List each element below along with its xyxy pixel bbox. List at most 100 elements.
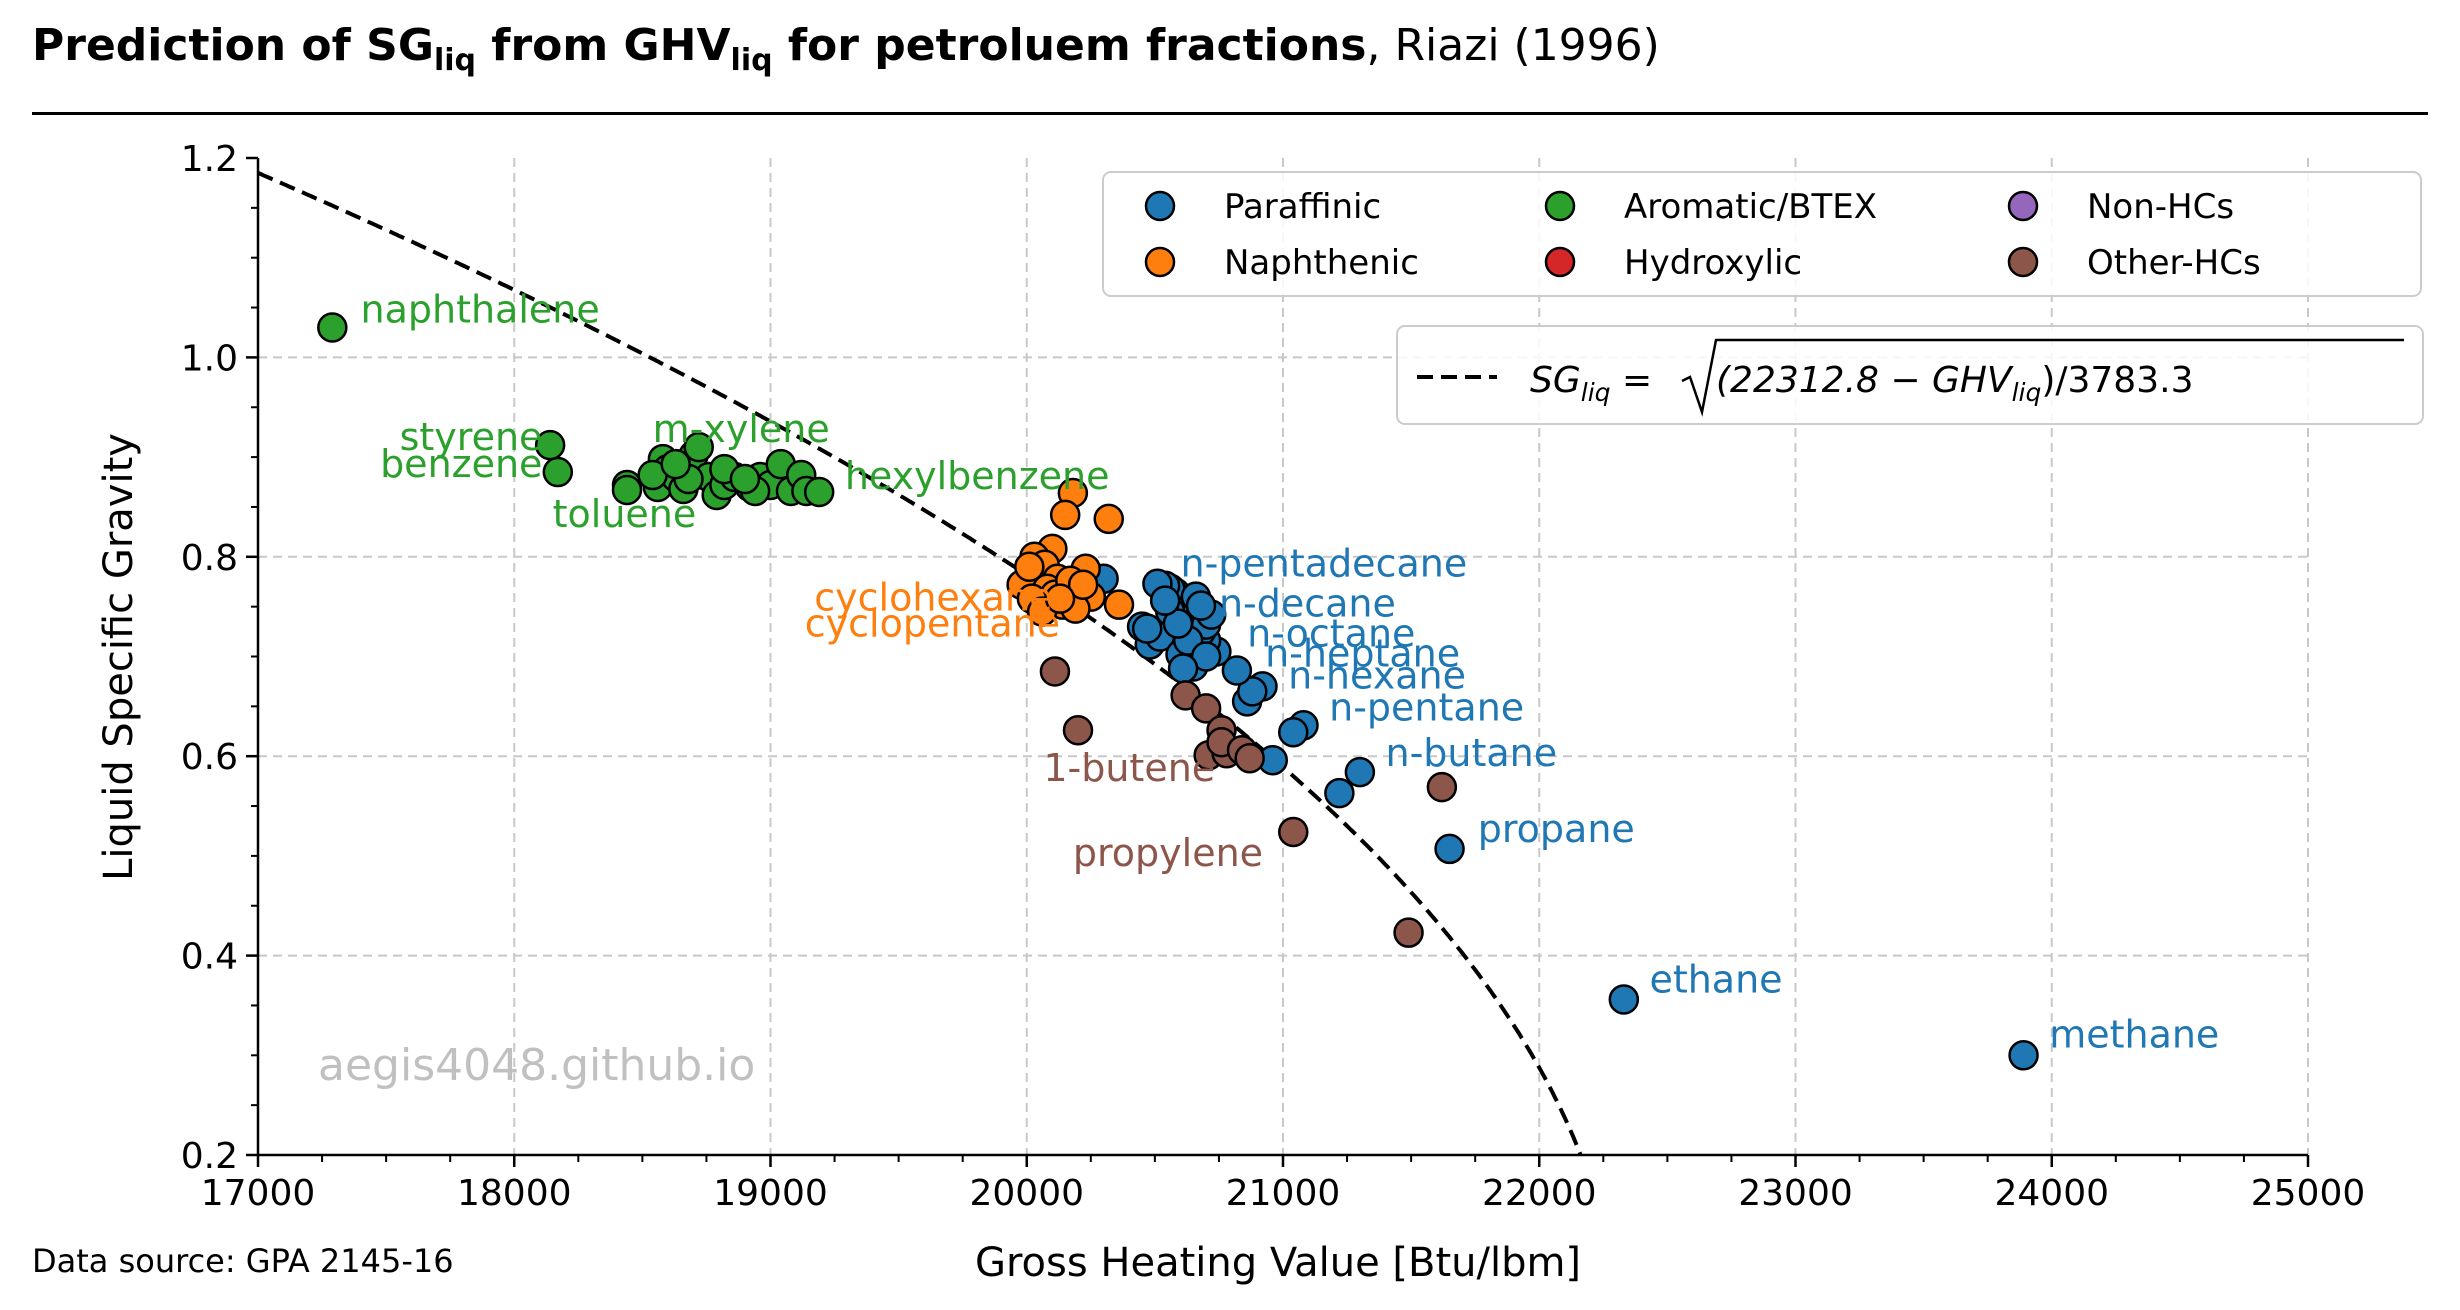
- data-point: [1434, 833, 1465, 865]
- data-point: [660, 448, 691, 480]
- title-part: , Riazi (1996): [1366, 20, 1660, 71]
- x-axis-label: Gross Heating Value [Btu/lbm]: [975, 1240, 1581, 1286]
- x-tick-label: 22000: [1482, 1173, 1597, 1214]
- title-part: for petroluem fractions: [772, 20, 1367, 71]
- data-point: [1067, 569, 1099, 600]
- legend-marker: [1144, 190, 1176, 222]
- data-point: [1039, 656, 1071, 687]
- data-point: [1162, 608, 1194, 639]
- model-curve: [257, 171, 1583, 1156]
- model-curve-line: [257, 171, 1583, 1156]
- point-annotation: n-butane: [1386, 731, 1558, 775]
- point-annotation: n-hexane: [1288, 653, 1466, 697]
- data-point: [1344, 756, 1376, 788]
- title-divider: [32, 112, 2428, 115]
- x-tick-label: 21000: [1226, 1173, 1341, 1214]
- data-point: [1608, 984, 1640, 1015]
- watermark: aegis4048.github.io: [318, 1040, 755, 1091]
- data-point: [1278, 717, 1309, 748]
- data-point: [1221, 655, 1253, 686]
- legend-marker: [1144, 246, 1176, 278]
- x-tick-label: 18000: [457, 1173, 572, 1214]
- equation-lhs: SGliq: [1530, 360, 1611, 407]
- x-tick-label: 19000: [713, 1173, 828, 1214]
- data-point: [1149, 585, 1181, 616]
- point-annotation: propane: [1478, 807, 1635, 851]
- data-point: [1426, 771, 1458, 803]
- data-point: [1167, 653, 1199, 684]
- x-tick-label: 17000: [201, 1173, 316, 1214]
- legend-marker: [1544, 190, 1576, 222]
- data-point: [317, 312, 348, 343]
- point-annotation: 1-butene: [1043, 746, 1215, 790]
- data-point: [1062, 715, 1094, 746]
- point-annotation: toluene: [553, 492, 697, 536]
- data-point: [611, 474, 643, 506]
- point-annotation: methane: [2049, 1012, 2219, 1056]
- data-point: [1234, 742, 1265, 774]
- title-subscript: liq: [730, 43, 773, 78]
- point-annotation: n-pentadecane: [1181, 542, 1468, 586]
- legend-label: Aromatic/BTEX: [1624, 187, 1877, 227]
- point-annotation: propylene: [1073, 831, 1263, 875]
- data-point: [1131, 613, 1163, 644]
- point-annotation: m-xylene: [653, 407, 830, 451]
- data-point: [803, 476, 835, 508]
- data-point: [1044, 583, 1076, 614]
- x-tick-label: 24000: [1994, 1173, 2109, 1214]
- point-annotation: ethane: [1649, 957, 1782, 1001]
- legend-marker: [1544, 246, 1576, 278]
- point-annotation: cyclopentane: [805, 602, 1060, 646]
- data-point: [1393, 917, 1424, 948]
- y-tick-label: 1.0: [181, 338, 238, 379]
- axes: 17000 18000 19000 20000 21000 22000 23000 24000…: [181, 139, 2366, 1214]
- y-tick-label: 0.6: [181, 737, 238, 778]
- point-annotation: hexylbenzene: [845, 454, 1110, 498]
- category-legend: Paraffinic Naphthenic Aromatic/BTEX Hydroxy…: [1102, 171, 2422, 297]
- legend-label: Other-HCs: [2087, 243, 2261, 283]
- title-part: from GHV: [475, 20, 731, 71]
- data-point: [683, 431, 714, 463]
- point-annotation: n-decane: [1219, 582, 1396, 626]
- title-part: Prediction of SG: [32, 20, 434, 71]
- data-point: [1014, 551, 1045, 583]
- point-annotation: benzene: [380, 442, 542, 486]
- legend-label: Non-HCs: [2087, 187, 2234, 227]
- x-tick-label: 20000: [969, 1173, 1084, 1214]
- x-tick-label: 25000: [2251, 1173, 2366, 1214]
- data-point: [1324, 777, 1355, 809]
- equation-eq: =: [1622, 360, 1652, 401]
- data-point: [542, 456, 574, 488]
- y-tick-label: 0.8: [181, 538, 238, 579]
- point-annotation: styrene: [400, 415, 543, 459]
- point-annotation: n-octane: [1247, 612, 1415, 656]
- legend-marker: [2007, 190, 2039, 222]
- data-point: [1278, 816, 1309, 848]
- equation-legend: SGliq = (22312.8 − GHVliq)/3783.3: [1396, 325, 2424, 425]
- data-point: [1093, 503, 1124, 535]
- grid-lines: [258, 158, 2309, 1155]
- legend-label: Paraffinic: [1224, 187, 1381, 227]
- point-annotation: naphthalene: [361, 288, 600, 332]
- data-point: [2008, 1040, 2039, 1071]
- data-point: [1103, 589, 1135, 620]
- legend-marker: [2007, 246, 2039, 278]
- point-annotation: n-pentane: [1329, 685, 1524, 729]
- y-axis-label: Liquid Specific Gravity: [96, 433, 142, 881]
- data-point: [1185, 590, 1217, 621]
- legend-label: Hydroxylic: [1624, 243, 1802, 283]
- x-tick-label: 23000: [1738, 1173, 1853, 1214]
- data-point: [1190, 693, 1222, 724]
- data-point: [729, 463, 761, 495]
- point-annotation: cyclohexane: [814, 576, 1052, 620]
- data-point: [1237, 676, 1268, 707]
- point-annotation: n-heptane: [1265, 631, 1460, 675]
- chart-title: Prediction of SGliq from GHVliq for petr…: [32, 20, 1660, 78]
- data-points: [317, 312, 2039, 1071]
- y-tick-label: 1.2: [181, 139, 238, 180]
- y-tick-label: 0.4: [181, 937, 238, 978]
- data-point: [1049, 499, 1081, 531]
- legend-label: Naphthenic: [1224, 243, 1419, 283]
